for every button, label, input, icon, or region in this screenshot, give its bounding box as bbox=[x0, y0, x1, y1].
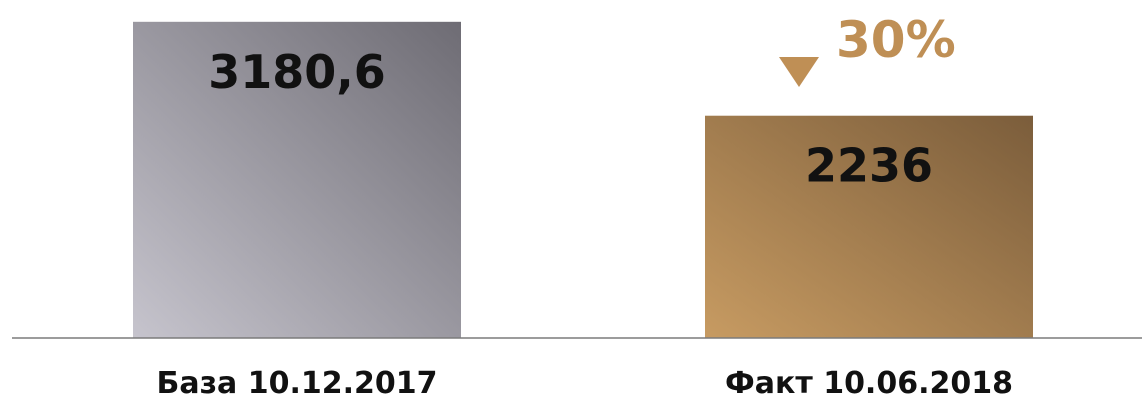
bars-layer bbox=[133, 21, 1033, 338]
bar-1 bbox=[133, 21, 461, 338]
bar-2 bbox=[705, 115, 1033, 338]
change-percent-label: 30% bbox=[836, 11, 956, 69]
down-triangle-icon bbox=[779, 57, 819, 87]
category-label-2: Факт 10.06.2018 bbox=[725, 366, 1013, 399]
bar-value-label-1: 3180,6 bbox=[208, 45, 386, 99]
category-label-1: База 10.12.2017 bbox=[156, 366, 437, 399]
bar-value-label-2: 2236 bbox=[805, 139, 933, 193]
labels-layer: 3180,6 База 10.12.2017 2236 Факт 10.06.2018 bbox=[156, 45, 1013, 399]
change-annotation: 30% bbox=[779, 11, 956, 87]
